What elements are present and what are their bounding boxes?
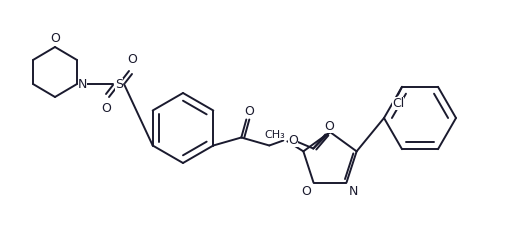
Text: O: O [301,185,312,198]
Text: O: O [244,105,254,118]
Text: O: O [324,120,334,133]
Text: O: O [101,102,111,115]
Text: S: S [115,78,123,90]
Text: N: N [78,78,87,90]
Text: Cl: Cl [392,97,404,110]
Text: N: N [348,185,358,198]
Text: O: O [288,134,298,147]
Text: O: O [50,32,60,45]
Text: O: O [127,53,137,66]
Text: CH₃: CH₃ [265,130,285,140]
